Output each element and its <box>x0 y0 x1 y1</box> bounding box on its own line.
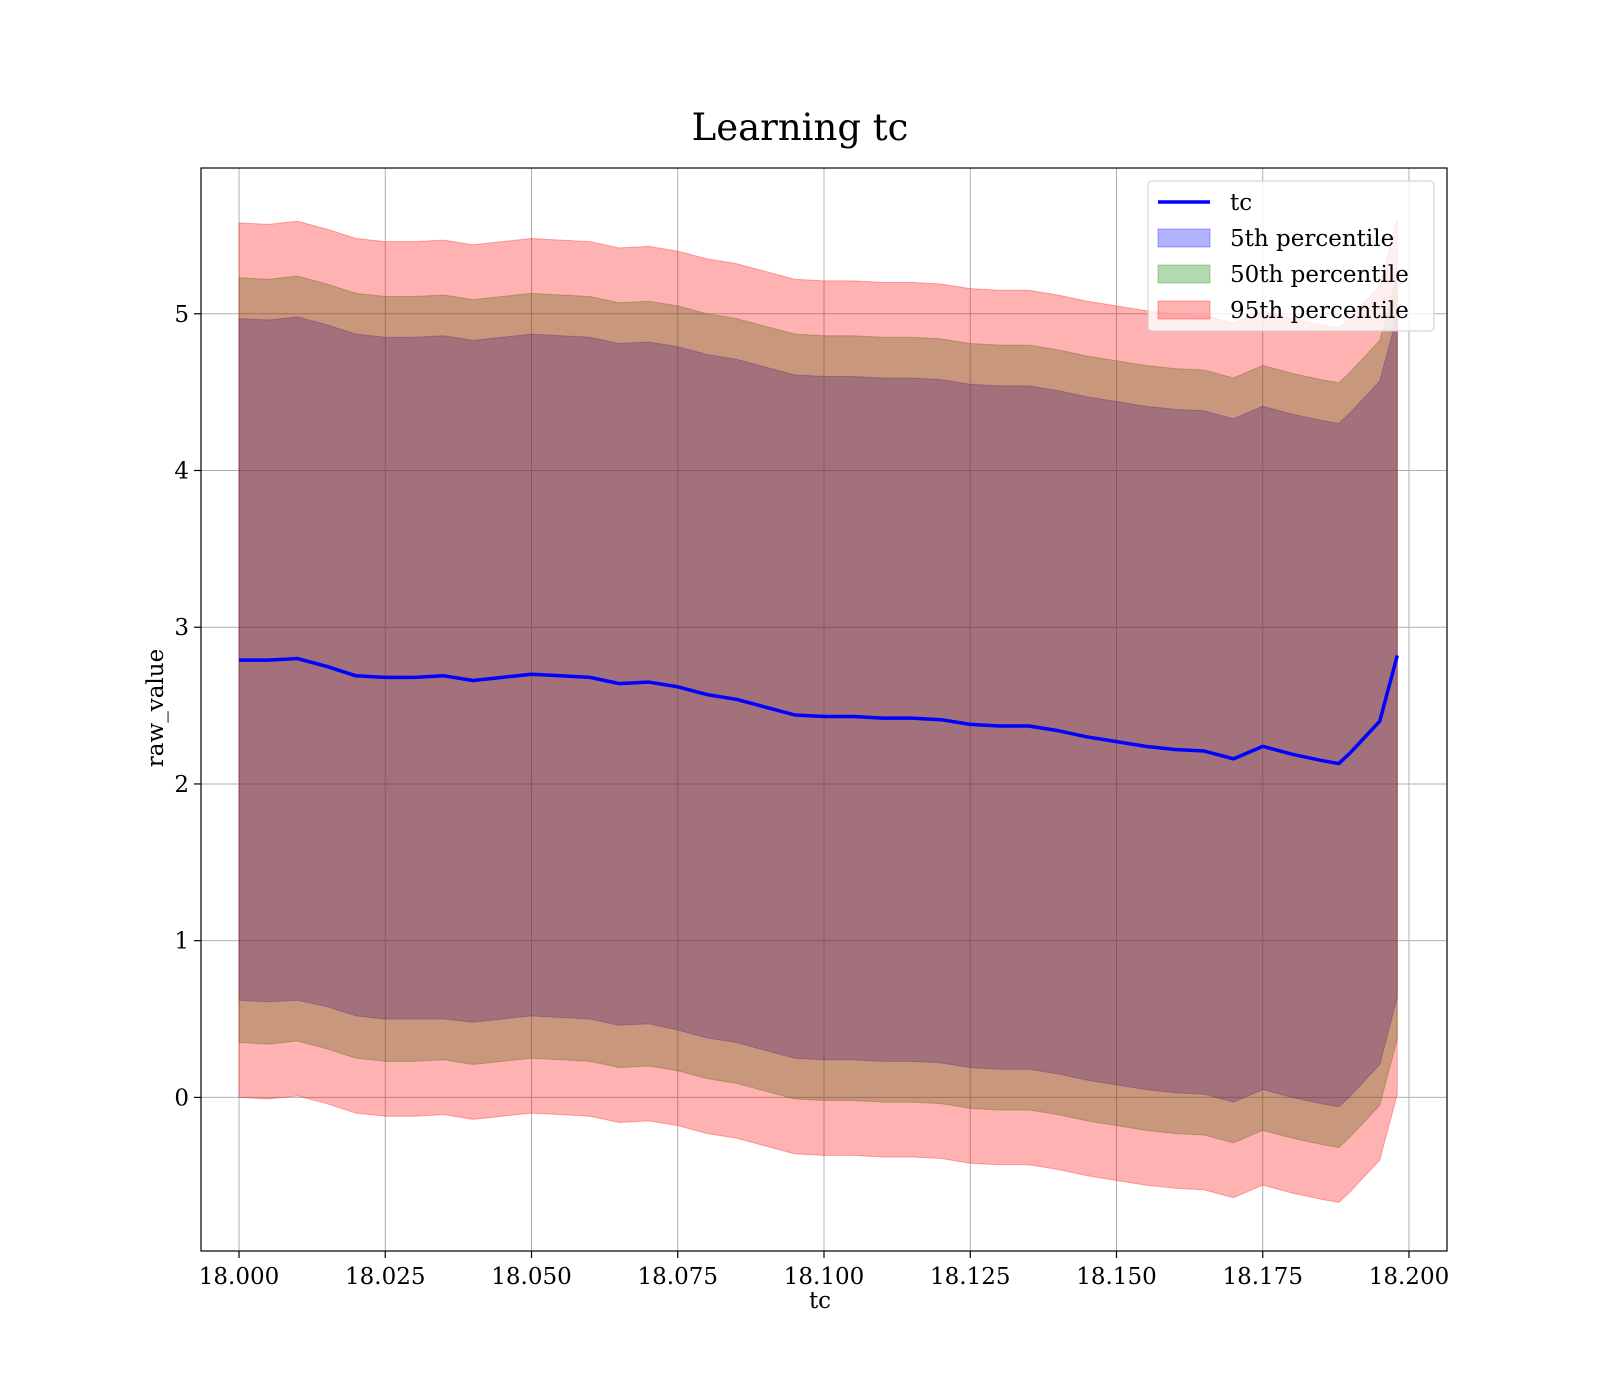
legend-label-5th-percentile: 5th percentile <box>1230 226 1394 252</box>
band-95th-percentile <box>238 219 1398 1203</box>
legend-swatch-50th-percentile <box>1157 264 1211 284</box>
legend-label-95th-percentile: 95th percentile <box>1230 298 1409 324</box>
legend-label-50th-percentile: 50th percentile <box>1230 262 1409 288</box>
x-tick-label: 18.000 <box>199 1264 279 1290</box>
y-tick-label: 5 <box>174 302 189 328</box>
legend-box <box>1147 180 1435 332</box>
x-tick-label: 18.175 <box>1222 1264 1302 1290</box>
x-tick-label: 18.050 <box>491 1264 571 1290</box>
legend: tc 5th percentile 50th percentile 95th perc… <box>1147 180 1435 332</box>
x-tick-label: 18.150 <box>1076 1264 1156 1290</box>
y-axis-label: raw_value <box>143 649 169 767</box>
y-tick-label: 3 <box>174 615 189 641</box>
y-tick-label: 4 <box>174 458 189 484</box>
y-tick-label: 1 <box>174 929 189 955</box>
y-tick-label: 2 <box>174 772 189 798</box>
legend-swatch-95th-percentile <box>1157 300 1211 320</box>
x-axis-label: tc <box>809 1288 831 1314</box>
x-tick-label: 18.025 <box>345 1264 425 1290</box>
axes: 18.000 18.025 18.050 18.075 18.100 18.125 18.1… <box>174 167 1449 1290</box>
x-tick-label: 18.125 <box>930 1264 1010 1290</box>
y-tick-label: 0 <box>174 1085 189 1111</box>
chart-title: Learning tc <box>692 106 909 149</box>
series-line-tc <box>239 654 1399 766</box>
legend-label-tc: tc <box>1230 190 1252 216</box>
x-tick-label: 18.075 <box>638 1264 718 1290</box>
band-50th-percentile <box>238 274 1398 1149</box>
legend-swatch-5th-percentile <box>1157 228 1211 248</box>
x-tick-label: 18.200 <box>1369 1264 1449 1290</box>
x-tick-label: 18.100 <box>784 1264 864 1290</box>
plot-area <box>201 168 1447 1251</box>
band-5th-percentile <box>238 315 1398 1108</box>
